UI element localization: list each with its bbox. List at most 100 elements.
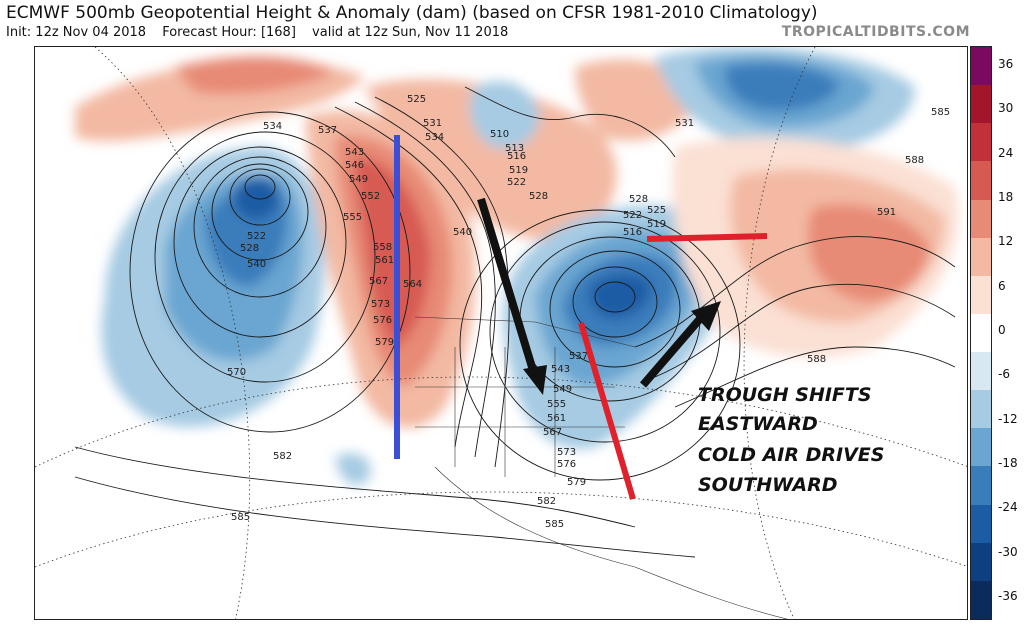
contour-label: 528 (529, 191, 548, 202)
colorbar-segment (971, 85, 991, 124)
contour-label: 549 (349, 174, 368, 185)
contour-label: 573 (371, 299, 390, 310)
colorbar-tick-label: 6 (998, 278, 1006, 293)
contour-label: 540 (247, 259, 266, 270)
colorbar-segment (971, 390, 991, 429)
lat-lon-grid (35, 47, 967, 619)
political-borders (414, 316, 789, 619)
annotation-southward: SOUTHWARD (698, 474, 838, 496)
colorbar-tick-label: -18 (998, 456, 1018, 470)
contour-label: 531 (423, 118, 442, 129)
colorbar-segment (971, 199, 991, 239)
contour-label: 564 (403, 279, 422, 290)
contour-label: 519 (647, 219, 666, 230)
anomaly-shading (75, 47, 959, 486)
anomaly-colorbar (970, 46, 992, 620)
contour-label: 582 (273, 451, 292, 462)
colorbar-segment (971, 313, 991, 353)
contour-label: 585 (545, 519, 564, 530)
contour-label: 531 (675, 118, 694, 129)
init-time: Init: 12z Nov 04 2018 (6, 25, 147, 40)
colorbar-tick-label: -6 (998, 367, 1010, 382)
colorbar-tick-label: 30 (998, 101, 1014, 116)
colorbar-tick-label: 24 (998, 145, 1014, 160)
annotation-trough-shifts: TROUGH SHIFTS (698, 384, 872, 406)
brand-watermark: TROPICALTIDBITS.COM (781, 24, 970, 40)
contour-label: 522 (507, 177, 526, 188)
contour-label: 537 (318, 125, 337, 136)
contour-label: 585 (931, 107, 950, 118)
colorbar-tick-label: 36 (998, 57, 1014, 71)
colorbar-segment (971, 237, 991, 277)
contour-label: 576 (557, 459, 576, 470)
contour-label: 561 (375, 255, 394, 266)
colorbar-tick-label: 18 (998, 190, 1014, 204)
map-header: ECMWF 500mb Geopotential Height & Anomal… (0, 0, 1024, 46)
colorbar-segment (971, 47, 991, 86)
contour-label: 588 (807, 354, 826, 365)
contour-label: 579 (375, 337, 394, 348)
contour-label: 534 (263, 121, 282, 132)
southward-arrow (477, 197, 547, 395)
colorbar-segment (971, 466, 991, 506)
colorbar-segment (971, 542, 991, 582)
contour-label: 540 (453, 227, 472, 238)
contour-label: 558 (373, 242, 392, 253)
colorbar-tick-label: -24 (998, 500, 1018, 515)
valid-time: valid at 12z Sun, Nov 11 2018 (312, 25, 509, 40)
contour-label: 525 (647, 205, 666, 216)
northern-trough-line (646, 233, 768, 242)
colorbar-segment (971, 504, 991, 544)
colorbar-tick-label: 0 (998, 323, 1006, 337)
colorbar-segment (971, 580, 991, 620)
contour-label: 579 (567, 477, 586, 488)
colorbar-tick-label: 12 (998, 234, 1014, 249)
map-subtitle: Init: 12z Nov 04 2018 Forecast Hour: [16… (6, 25, 520, 40)
contour-label: 522 (247, 231, 266, 242)
contour-label: 561 (547, 413, 566, 424)
colorbar-tick-label: -36 (998, 589, 1018, 603)
weather-map: 522 528 540 534 537 570 525 531 534 543 … (34, 46, 968, 620)
contour-label: 525 (407, 94, 426, 105)
contour-label: 546 (345, 160, 364, 171)
contour-label: 522 (623, 210, 642, 221)
contour-label: 576 (373, 315, 392, 326)
contour-label: 543 (345, 147, 364, 158)
contour-label: 510 (490, 129, 509, 140)
contour-label: 516 (623, 227, 642, 238)
trough-axis-line (578, 322, 636, 500)
contour-label: 537 (569, 351, 588, 362)
contour-label: 513 (505, 143, 524, 154)
colorbar-segment (971, 352, 991, 391)
contour-label: 555 (547, 399, 566, 410)
annotation-cold-air: COLD AIR DRIVES (698, 444, 885, 466)
contour-label: 519 (509, 165, 528, 176)
contour-label: 528 (240, 243, 259, 254)
contour-label: 573 (557, 447, 576, 458)
colorbar-segment (971, 275, 991, 315)
contour-label: 570 (227, 367, 246, 378)
map-canvas: 522 528 540 534 537 570 525 531 534 543 … (35, 47, 967, 619)
contour-label: 528 (629, 194, 648, 205)
contour-label: 552 (361, 191, 380, 202)
contour-label: 567 (543, 427, 562, 438)
colorbar-tick-label: -30 (998, 544, 1018, 559)
map-title: ECMWF 500mb Geopotential Height & Anomal… (6, 3, 818, 23)
contour-label: 591 (877, 207, 896, 218)
eastward-arrow (639, 301, 721, 388)
contour-label: 585 (231, 512, 250, 523)
colorbar-segment (971, 161, 991, 201)
colorbar-tick-label: -12 (998, 411, 1018, 426)
contour-label: 549 (553, 384, 572, 395)
contour-label: 534 (425, 132, 444, 143)
annotation-eastward: EASTWARD (698, 413, 818, 435)
contour-label: 567 (369, 276, 388, 287)
contour-label: 582 (537, 496, 556, 507)
contour-label: 555 (343, 212, 362, 223)
contour-label: 543 (551, 364, 570, 375)
contour-label: 516 (507, 151, 526, 162)
contour-label: 588 (905, 155, 924, 166)
forecast-hour: Forecast Hour: [168] (162, 25, 296, 40)
colorbar-segment (971, 428, 991, 467)
colorbar-segment (971, 123, 991, 162)
